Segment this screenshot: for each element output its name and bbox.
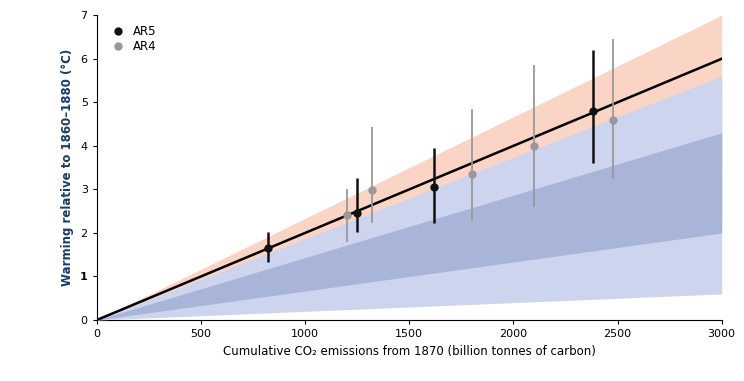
Y-axis label: Warming relative to 1860–1880 (°C): Warming relative to 1860–1880 (°C)	[62, 49, 74, 286]
Legend: AR5, AR4: AR5, AR4	[103, 21, 161, 57]
X-axis label: Cumulative CO₂ emissions from 1870 (billion tonnes of carbon): Cumulative CO₂ emissions from 1870 (bill…	[222, 345, 596, 358]
